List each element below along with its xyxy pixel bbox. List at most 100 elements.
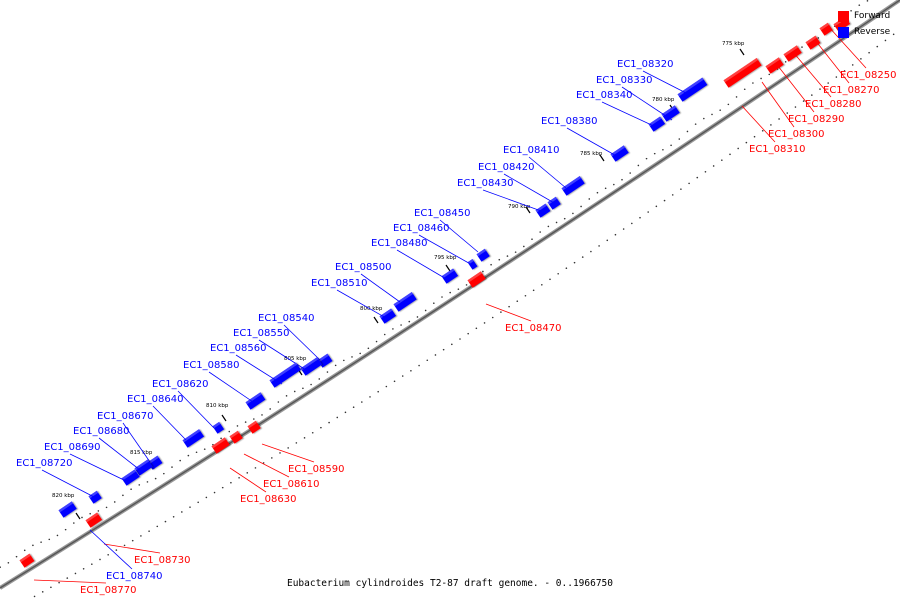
minor-tick-dot	[40, 541, 42, 543]
gene-block-face	[212, 421, 225, 434]
minor-tick-dot	[140, 535, 142, 537]
gene-block	[85, 512, 103, 528]
minor-tick-dot	[64, 528, 67, 531]
gene-label: EC1_08340	[576, 90, 632, 101]
minor-tick-dot	[179, 459, 181, 462]
gene-block-face	[182, 429, 205, 448]
gene-block-highlight	[58, 501, 74, 513]
forward-swatch	[838, 10, 849, 22]
minor-tick-dot	[442, 348, 445, 351]
minor-tick-dot	[383, 333, 386, 336]
minor-tick-dot	[32, 544, 34, 547]
gene-label: EC1_08640	[127, 394, 183, 405]
gene-block-face	[300, 357, 323, 376]
minor-tick-dot	[426, 359, 429, 362]
gene-block-face	[561, 175, 585, 196]
minor-tick-dot	[598, 245, 600, 247]
gene-label: EC1_08720	[16, 458, 72, 469]
minor-tick-dot	[48, 538, 51, 541]
gene-block-face	[610, 145, 629, 162]
minor-tick-dot	[588, 198, 591, 200]
minor-tick-dot	[563, 217, 566, 220]
minor-tick-dot	[318, 378, 321, 380]
minor-tick-dot	[868, 51, 870, 54]
gene-leader-line	[777, 65, 815, 113]
minor-tick-dot	[73, 522, 75, 524]
gene-block-highlight	[134, 459, 150, 471]
minor-tick-dot	[737, 147, 739, 150]
gene-block	[723, 57, 762, 88]
minor-tick-dot	[293, 390, 296, 393]
minor-tick-dot	[541, 283, 543, 286]
minor-tick-dot	[858, 4, 861, 6]
minor-tick-dot	[696, 176, 699, 179]
minor-tick-dot	[410, 369, 412, 372]
major-tick	[739, 48, 745, 56]
minor-tick-dot	[148, 530, 150, 532]
gene-block-highlight	[88, 490, 99, 499]
minor-tick-dot	[547, 225, 550, 228]
gene-block-face	[211, 437, 230, 454]
minor-tick-dot	[359, 352, 361, 355]
minor-tick-dot	[770, 124, 772, 126]
gene-block-highlight	[476, 248, 487, 257]
major-tick	[221, 414, 227, 422]
minor-tick-dot	[287, 447, 289, 449]
gene-block-face	[467, 271, 486, 288]
gene-block	[535, 203, 551, 218]
gene-leader-line	[482, 189, 545, 213]
minor-tick-dot	[81, 516, 83, 519]
minor-tick-dot	[475, 327, 478, 330]
minor-tick-dot	[220, 437, 222, 440]
gene-block	[648, 116, 666, 132]
legend: Forward Reverse	[838, 8, 900, 40]
minor-tick-dot	[221, 486, 224, 489]
gene-block-highlight	[723, 57, 759, 83]
gene-block	[211, 437, 230, 454]
gene-label: EC1_08680	[73, 426, 129, 437]
major-tick	[525, 206, 531, 214]
minor-tick-dot	[786, 112, 789, 114]
gene-leader-line	[827, 25, 867, 69]
minor-tick-dot	[572, 212, 574, 215]
minor-tick-dot	[213, 491, 216, 494]
gene-block-highlight	[229, 430, 240, 439]
gene-leader-line	[41, 469, 97, 499]
gene-block-highlight	[441, 268, 455, 279]
gene-block	[805, 35, 821, 50]
minor-tick-dot	[645, 157, 648, 160]
gene-block-face	[85, 512, 103, 528]
minor-tick-dot	[0, 566, 1, 568]
gene-block-face	[121, 469, 140, 486]
major-tick	[373, 316, 379, 324]
minor-tick-dot	[344, 411, 347, 414]
gene-label: EC1_08460	[393, 223, 449, 234]
gene-label: EC1_08330	[596, 75, 652, 86]
gene-label: EC1_08450	[414, 208, 470, 219]
minor-tick-dot	[212, 443, 214, 446]
minor-tick-dot	[761, 130, 764, 132]
gene-block	[58, 501, 77, 518]
gene-block-face	[476, 248, 490, 262]
map-caption: Eubacterium cylindroides T2-87 draft gen…	[286, 578, 613, 589]
gene-block	[661, 105, 680, 122]
minor-tick-dot	[107, 553, 109, 556]
gene-block-face	[648, 116, 666, 132]
minor-tick-dot	[295, 442, 298, 444]
minor-tick-dot	[647, 211, 649, 213]
tick-label: 795 kbp	[434, 255, 457, 261]
gene-block	[765, 57, 784, 74]
gene-block	[269, 362, 302, 388]
minor-tick-dot	[310, 383, 312, 386]
minor-tick-dot	[351, 356, 353, 358]
gene-label: EC1_08420	[478, 162, 534, 173]
legend-label-forward: Forward	[854, 11, 891, 21]
minor-tick-dot	[189, 506, 191, 508]
gene-leader-line	[601, 101, 659, 129]
minor-tick-dot	[622, 228, 625, 230]
minor-tick-dot	[704, 170, 707, 173]
minor-tick-dot	[277, 401, 280, 403]
gene-leader-line	[177, 390, 215, 429]
genes: EC1_08250 EC1_08270 EC1_08280 EC1_08290 EC1_…	[16, 16, 896, 596]
gene-block-highlight	[393, 291, 414, 307]
